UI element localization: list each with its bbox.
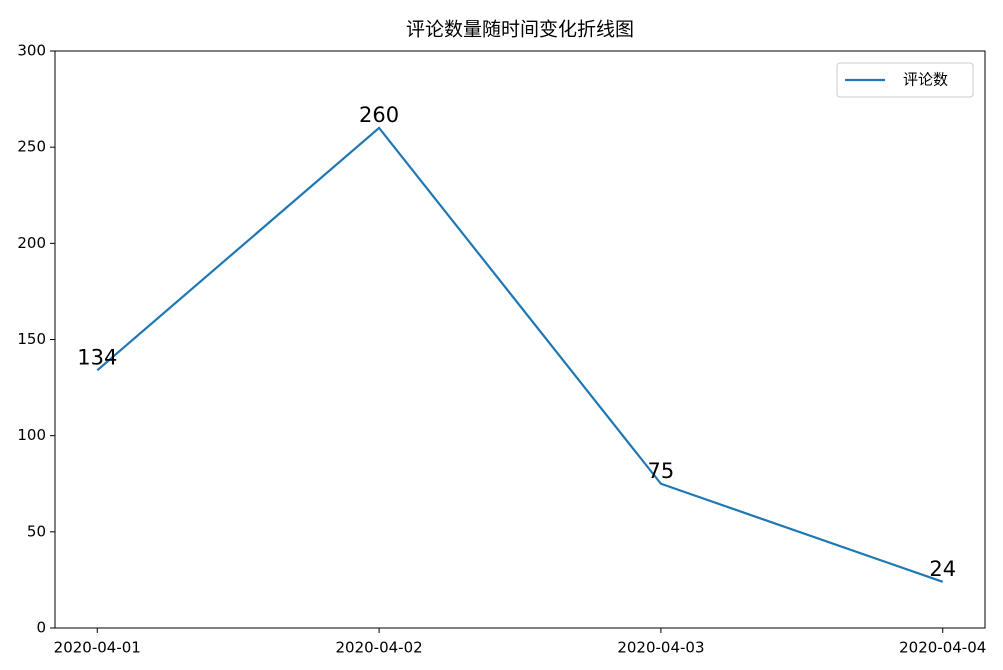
data-label: 75 bbox=[648, 459, 675, 483]
x-tick-label: 2020-04-01 bbox=[54, 639, 141, 657]
data-label: 260 bbox=[359, 103, 399, 127]
legend-box bbox=[836, 62, 974, 98]
x-tick-label: 2020-04-02 bbox=[335, 639, 422, 657]
chart-title: 评论数量随时间变化折线图 bbox=[406, 19, 634, 41]
data-label: 134 bbox=[77, 345, 117, 369]
plot-frame bbox=[54, 50, 986, 629]
y-tick-label: 300 bbox=[17, 42, 46, 60]
y-tick-label: 250 bbox=[17, 138, 46, 156]
y-tick-label: 0 bbox=[36, 619, 46, 637]
x-tick-label: 2020-04-03 bbox=[617, 639, 704, 657]
x-tick-label: 2020-04-04 bbox=[899, 639, 986, 657]
y-tick-label: 150 bbox=[17, 330, 46, 348]
y-tick-label: 100 bbox=[17, 426, 46, 444]
data-label: 24 bbox=[929, 557, 956, 581]
y-tick-label: 200 bbox=[17, 234, 46, 252]
y-tick-label: 50 bbox=[27, 522, 46, 540]
line-series bbox=[96, 126, 944, 583]
legend-label: 评论数 bbox=[903, 71, 948, 89]
